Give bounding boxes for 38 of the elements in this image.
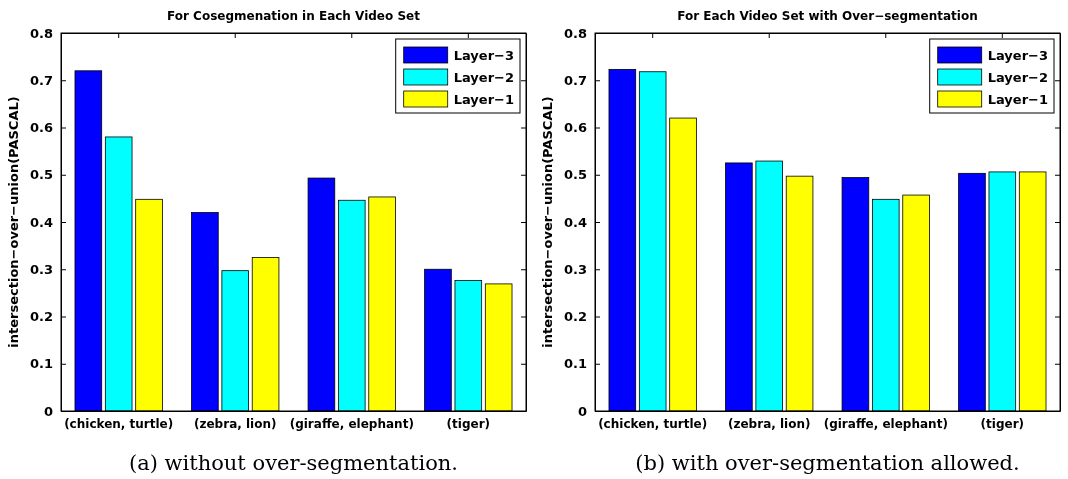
y-tick-label: 0 [577, 403, 587, 419]
y-tick-label: 0.4 [563, 214, 587, 230]
x-tick-label: (giraffe, elephant) [289, 416, 414, 431]
legend-label: Layer−3 [453, 48, 514, 63]
y-tick-label: 0.8 [29, 25, 53, 41]
y-tick-label: 0.7 [29, 72, 53, 88]
legend-label: Layer−3 [987, 48, 1048, 63]
chart-title: For Each Video Set with Over−segmentation [677, 9, 978, 23]
x-tick-label: (zebra, lion) [194, 416, 277, 431]
x-tick-label: (giraffe, elephant) [823, 416, 948, 431]
legend-label: Layer−2 [987, 70, 1048, 85]
x-tick-label: (chicken, turtle) [598, 416, 708, 431]
y-tick-label: 0.7 [563, 72, 587, 88]
x-tick-label: (zebra, lion) [728, 416, 811, 431]
y-tick-label: 0.8 [563, 25, 587, 41]
x-tick-label: (tiger) [980, 416, 1025, 431]
y-tick-label: 0 [43, 403, 53, 419]
y-tick-label: 0.5 [563, 167, 587, 183]
y-tick-label: 0.3 [563, 261, 587, 277]
text: (b) with over-segmentation allowed. [635, 451, 1020, 475]
legend-label: Layer−2 [453, 70, 514, 85]
legend-label: Layer−1 [453, 92, 514, 107]
y-tick-label: 0.5 [29, 167, 53, 183]
y-axis-title: intersection−over−union(PASCAL) [540, 96, 555, 348]
legend-label: Layer−1 [987, 92, 1048, 107]
y-tick-label: 0.2 [29, 309, 53, 325]
y-tick-label: 0.3 [29, 261, 53, 277]
y-tick-label: 0.4 [29, 214, 53, 230]
y-tick-label: 0.1 [29, 356, 53, 372]
x-tick-label: (chicken, turtle) [64, 416, 174, 431]
y-tick-label: 0.1 [563, 356, 587, 372]
y-tick-label: 0.6 [29, 120, 53, 136]
text: (a) without over-segmentation. [128, 451, 459, 475]
chart-title: For Cosegmenation in Each Video Set [167, 9, 421, 23]
y-tick-label: 0.6 [563, 120, 587, 136]
y-tick-label: 0.2 [563, 309, 587, 325]
y-axis-title: intersection−over−union(PASCAL) [6, 96, 21, 348]
x-tick-label: (tiger) [446, 416, 491, 431]
